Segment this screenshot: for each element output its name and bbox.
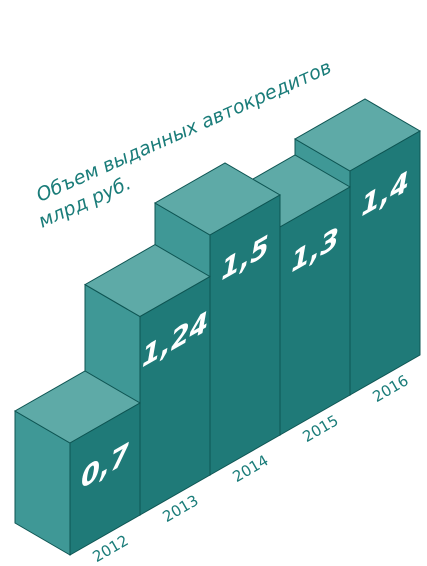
- bar: [209, 194, 281, 476]
- bar: [279, 186, 351, 436]
- bar: [139, 275, 211, 516]
- bar: [349, 130, 421, 396]
- bar: [69, 402, 141, 556]
